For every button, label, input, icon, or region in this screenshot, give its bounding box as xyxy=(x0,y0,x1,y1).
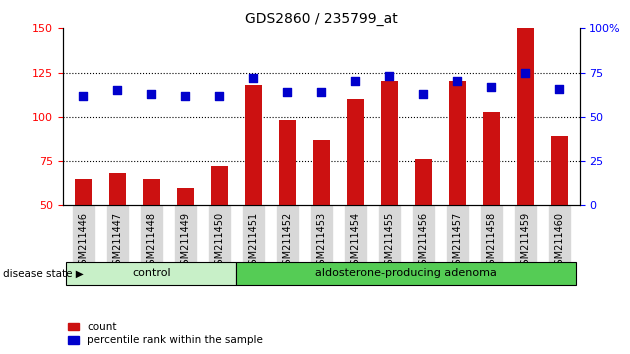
FancyBboxPatch shape xyxy=(236,262,576,285)
Point xyxy=(350,79,360,84)
Point xyxy=(452,79,462,84)
Point xyxy=(214,93,224,98)
Point xyxy=(78,93,88,98)
Point xyxy=(316,89,326,95)
Legend: count, percentile rank within the sample: count, percentile rank within the sample xyxy=(68,322,263,345)
Point xyxy=(112,87,122,93)
Bar xyxy=(449,81,466,205)
Bar xyxy=(313,140,329,205)
Point xyxy=(384,73,394,79)
Bar xyxy=(177,188,194,205)
Point xyxy=(248,75,258,81)
Bar xyxy=(483,112,500,205)
Bar xyxy=(415,159,432,205)
Bar xyxy=(211,166,228,205)
Text: disease state ▶: disease state ▶ xyxy=(3,268,84,278)
Bar xyxy=(75,179,92,205)
Title: GDS2860 / 235799_at: GDS2860 / 235799_at xyxy=(245,12,398,26)
Bar xyxy=(143,179,160,205)
Point xyxy=(418,91,428,97)
Point xyxy=(180,93,190,98)
Point xyxy=(520,70,530,75)
Bar xyxy=(245,85,262,205)
Bar xyxy=(517,28,534,205)
Point xyxy=(486,84,496,90)
Bar xyxy=(109,173,126,205)
Point xyxy=(554,86,564,91)
Bar xyxy=(551,136,568,205)
FancyBboxPatch shape xyxy=(66,262,236,285)
Text: aldosterone-producing adenoma: aldosterone-producing adenoma xyxy=(316,268,497,279)
Text: control: control xyxy=(132,268,171,279)
Point xyxy=(282,89,292,95)
Bar xyxy=(346,99,364,205)
Bar xyxy=(381,81,398,205)
Bar xyxy=(279,120,296,205)
Point xyxy=(146,91,156,97)
